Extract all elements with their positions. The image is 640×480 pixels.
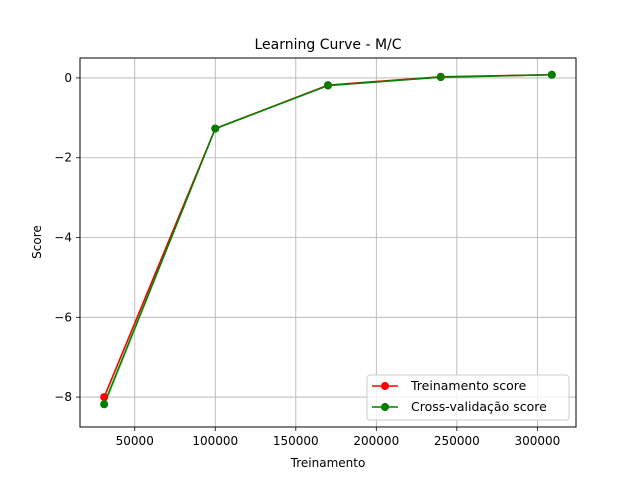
y-tick-label: −6: [54, 310, 72, 324]
series-0-point: [100, 393, 109, 402]
x-axis-label: Treinamento: [290, 456, 366, 470]
series-1-point: [324, 81, 332, 90]
x-tick-label: 150000: [273, 434, 319, 448]
x-tick-label: 50000: [116, 434, 154, 448]
series-line-1: [103, 73, 552, 405]
x-tick-label: 100000: [192, 434, 238, 448]
chart-title: Learning Curve - M/C: [254, 37, 401, 53]
y-tick-label: −8: [54, 390, 72, 404]
series-band-1: [104, 73, 552, 410]
legend-marker-train: [381, 382, 389, 390]
series-1-point: [547, 70, 556, 79]
legend-label-train: Treinamento score: [410, 378, 527, 393]
legend: Treinamento score Cross-validação score: [366, 374, 570, 421]
legend-box: [366, 374, 570, 421]
series-1-point: [211, 124, 220, 133]
y-tick-label: 0: [64, 71, 72, 85]
y-tick-label: −4: [54, 231, 72, 245]
data-points: [100, 70, 556, 409]
series-1-point: [436, 73, 445, 82]
grid: [80, 58, 576, 427]
legend-label-cv: Cross-validação score: [411, 399, 547, 414]
confidence-bands: [104, 73, 552, 410]
legend-marker-cv: [381, 403, 389, 411]
series-1-point: [100, 400, 109, 409]
y-tick-label: −2: [54, 151, 72, 165]
series-lines: [103, 73, 552, 405]
plot-frame: [79, 57, 577, 428]
y-axis-label: Score: [30, 225, 44, 259]
x-tick-label: 300000: [514, 434, 560, 448]
x-tick-label: 250000: [434, 434, 480, 448]
x-tick-label: 200000: [353, 434, 399, 448]
axis-ticks: 50000 100000 150000 200000 250000 300000 0 −2 −4…: [54, 71, 560, 448]
